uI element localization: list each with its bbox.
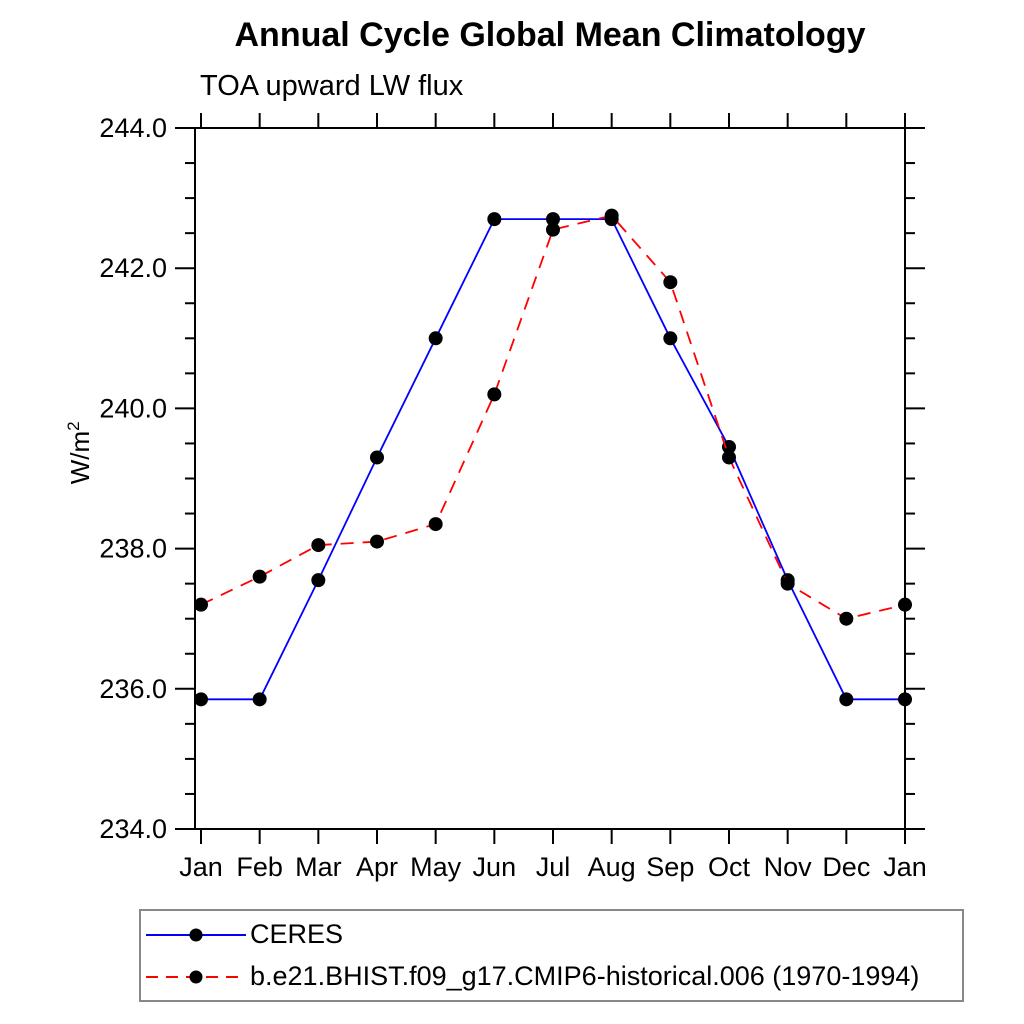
model-line-sample-icon <box>146 970 246 983</box>
x-tick-label: Apr <box>356 852 398 882</box>
data-point-marker <box>428 517 443 532</box>
data-point-marker <box>898 692 912 707</box>
x-tick-label: Sep <box>646 852 694 882</box>
data-point-marker <box>898 597 912 612</box>
data-point-marker <box>487 387 502 402</box>
y-tick-label: 236.0 <box>99 674 167 704</box>
ceres-line-sample-icon <box>146 928 246 941</box>
data-point-marker <box>780 576 795 591</box>
chart-title: Annual Cycle Global Mean Climatology <box>234 16 866 54</box>
legend-item-model: b.e21.BHIST.f09_g17.CMIP6-historical.006… <box>144 956 962 998</box>
y-tick-label: 234.0 <box>99 814 167 844</box>
data-point-marker <box>370 450 384 465</box>
data-point-marker <box>839 692 854 707</box>
data-point-marker <box>311 573 326 588</box>
x-tick-label: Feb <box>236 852 283 882</box>
data-point-marker <box>428 331 443 346</box>
series-model <box>194 208 912 626</box>
ceres-sample-marker-icon <box>189 928 203 941</box>
x-tick-label: Dec <box>822 852 870 882</box>
data-point-marker <box>722 450 736 465</box>
series-ceres <box>194 212 912 707</box>
x-tick-label: Mar <box>295 852 342 882</box>
data-point-marker <box>487 212 502 227</box>
x-tick-label: Oct <box>708 852 751 882</box>
data-point-marker <box>370 534 384 549</box>
data-point-marker <box>604 208 619 223</box>
data-point-marker <box>311 538 326 553</box>
chart-subtitle: TOA upward LW flux <box>200 70 464 102</box>
legend-item-ceres: CERES <box>144 914 962 956</box>
data-point-marker <box>252 692 267 707</box>
model-sample-marker-icon <box>189 970 203 983</box>
y-tick-label: 244.0 <box>99 113 167 143</box>
x-tick-label: Aug <box>588 852 636 882</box>
data-point-marker <box>663 331 678 346</box>
data-point-marker <box>194 597 208 612</box>
legend-label-model: b.e21.BHIST.f09_g17.CMIP6-historical.006… <box>250 961 920 991</box>
x-tick-label: Nov <box>764 852 813 882</box>
x-axis-ticks: Jan Feb Mar Apr May Jun Jul Aug Sep Oct Nov Dec Jan <box>179 113 927 882</box>
x-tick-label: May <box>410 852 462 882</box>
data-point-marker <box>722 439 736 454</box>
x-tick-label: Jan <box>883 852 927 882</box>
legend-label-ceres: CERES <box>250 919 344 949</box>
x-tick-label: Jul <box>536 852 571 882</box>
data-point-marker <box>194 692 208 707</box>
x-tick-label: Jun <box>473 852 517 882</box>
y-axis-ticks: 234.0 236.0 238.0 240.0 242.0 244.0 <box>99 113 925 844</box>
data-point-marker <box>839 611 854 626</box>
data-point-marker <box>663 275 678 290</box>
data-point-marker <box>252 569 267 584</box>
legend: CERES b.e21.BHIST.f09_g17.CMIP6-historic… <box>139 909 964 1002</box>
y-tick-label: 238.0 <box>99 534 167 564</box>
y-tick-label: 242.0 <box>99 253 167 283</box>
data-point-marker <box>546 222 560 237</box>
y-tick-label: 240.0 <box>99 393 167 423</box>
x-tick-label: Jan <box>179 852 223 882</box>
data-point-marker <box>546 212 560 227</box>
